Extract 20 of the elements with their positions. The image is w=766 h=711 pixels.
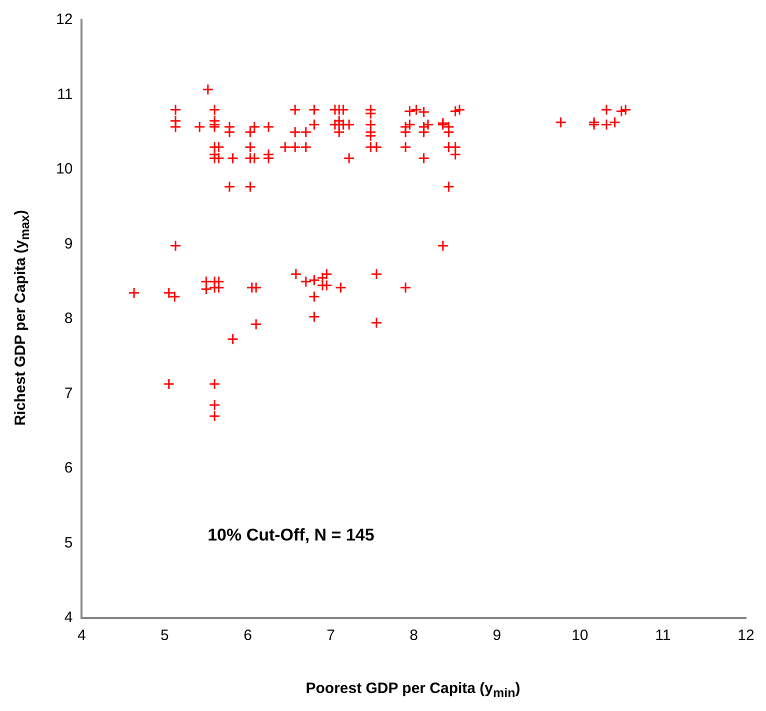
x-tick-label: 10	[572, 627, 588, 644]
y-tick-label: 5	[64, 534, 73, 552]
x-tick-label: 6	[244, 627, 252, 644]
y-tick-label: 6	[64, 460, 73, 477]
x-tick-label: 7	[326, 627, 335, 644]
y-tick-label: 7	[64, 384, 73, 402]
x-tick-label: 12	[738, 627, 754, 644]
y-tick-label: 12	[56, 11, 73, 28]
x-tick-label: 11	[655, 627, 671, 644]
annotation: 10% Cut-Off, N = 145	[208, 525, 374, 544]
x-tick-label: 5	[160, 627, 169, 644]
y-tick-label: 9	[64, 235, 73, 252]
y-tick-label: 10	[56, 160, 73, 178]
y-tick-label: 4	[64, 609, 73, 626]
x-tick-label: 4	[78, 627, 86, 644]
x-axis-title: Poorest GDP per Capita (y$_{min}$)	[304, 680, 522, 700]
x-tick-label: 9	[492, 627, 502, 644]
y-tick-label: 11	[57, 86, 73, 103]
x-tick-label: 8	[410, 627, 418, 644]
y-tick-label: 8	[64, 310, 73, 328]
